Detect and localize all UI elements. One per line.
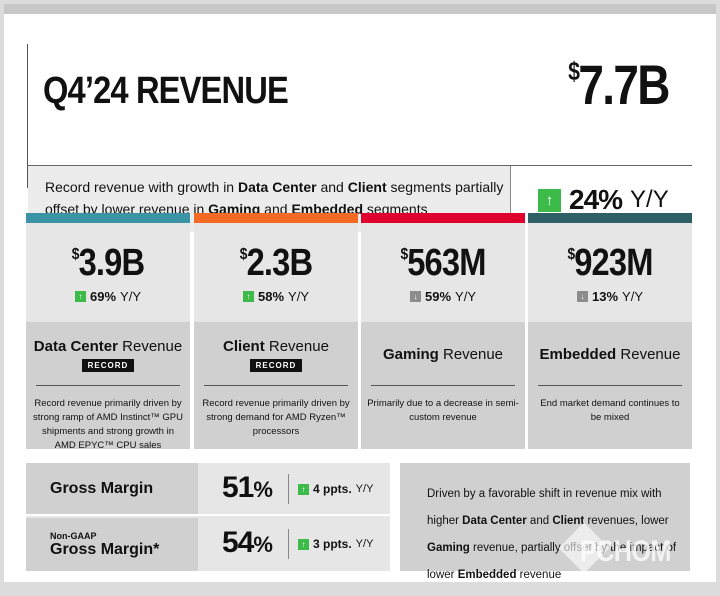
segment-name: Data Center Revenue [33,338,183,355]
divider [36,385,180,386]
segment-name: Client Revenue [223,338,329,355]
arrow-up-icon: ↑ [75,291,86,302]
segment-note: Record revenue primarily driven by stron… [202,398,350,437]
arrow-down-icon: ↓ [577,291,588,302]
divider [204,385,348,386]
segment-cards: $3.9B ↑ 69% Y/Y Data Center Revenue RECORD… [26,213,692,451]
segment-note: End market demand continues to be mixed [540,398,680,423]
gross-margin-row: Gross Margin 51% ↑ 4 ppts. Y/Y [26,463,390,516]
segment-card-data-center: $3.9B ↑ 69% Y/Y Data Center Revenue RECORD… [26,213,190,451]
segment-color-strip [361,213,525,223]
record-badge: RECORD [81,359,135,372]
segment-color-strip [528,213,692,223]
revenue-header: Q4’24 REVENUE $7.7B Record revenue with … [27,44,692,232]
segment-amount: $923M [567,242,653,284]
segment-note: Record revenue primarily driven by stron… [33,398,183,451]
segment-change: ↑ 69% Y/Y [26,289,190,304]
divider [288,474,289,504]
divider [288,529,289,559]
margin-prefix: Non-GAAP [50,530,97,541]
record-badge: RECORD [249,359,303,372]
gross-margin-panel: Gross Margin 51% ↑ 4 ppts. Y/Y Non-GAAP Gro… [26,463,390,571]
segment-color-strip [26,213,190,223]
segment-card-embedded: $923M ↓ 13% Y/Y Embedded Revenue End marke… [528,213,692,449]
segment-color-strip [194,213,358,223]
arrow-up-icon: ↑ [538,188,561,212]
divider [28,165,692,166]
total-change: ↑ 24% Y/Y [538,184,669,216]
segment-name: Embedded Revenue [539,346,681,363]
margin-explanation: Driven by a favorable shift in revenue m… [400,463,690,581]
margin-label: Gross Margin* [50,540,160,558]
arrow-up-icon: ↑ [243,291,254,302]
segment-card-client: $2.3B ↑ 58% Y/Y Client Revenue RECORD Reco… [194,213,358,449]
top-bar [4,4,716,14]
segment-amount: $2.3B [239,242,313,284]
segment-name: Gaming Revenue [382,346,504,363]
segment-amount: $563M [400,242,486,284]
margin-change: ↑ 4 ppts. Y/Y [298,482,373,496]
watermark: PCHOM [580,535,672,568]
arrow-up-icon: ↑ [298,483,309,495]
margin-value: 54% [222,526,273,559]
divider [371,385,515,386]
segment-card-gaming: $563M ↓ 59% Y/Y Gaming Revenue Primarily d… [361,213,525,449]
segment-change: ↓ 59% Y/Y [361,289,525,304]
segment-change: ↓ 13% Y/Y [528,289,692,304]
page-title: Q4’24 REVENUE [43,70,289,112]
arrow-down-icon: ↓ [410,291,421,302]
arrow-up-icon: ↑ [298,538,309,550]
margin-value: 51% [222,471,273,504]
total-revenue: $7.7B [568,53,670,116]
margin-label: Gross Margin [50,479,154,497]
segment-change: ↑ 58% Y/Y [194,289,358,304]
divider [538,385,682,386]
margin-change: ↑ 3 ppts. Y/Y [298,537,373,551]
non-gaap-gross-margin-row: Non-GAAP Gross Margin* 54% ↑ 3 ppts. Y/Y [26,518,390,571]
segment-note: Primarily due to a decrease in semi-cust… [367,398,519,423]
segment-amount: $3.9B [71,242,145,284]
